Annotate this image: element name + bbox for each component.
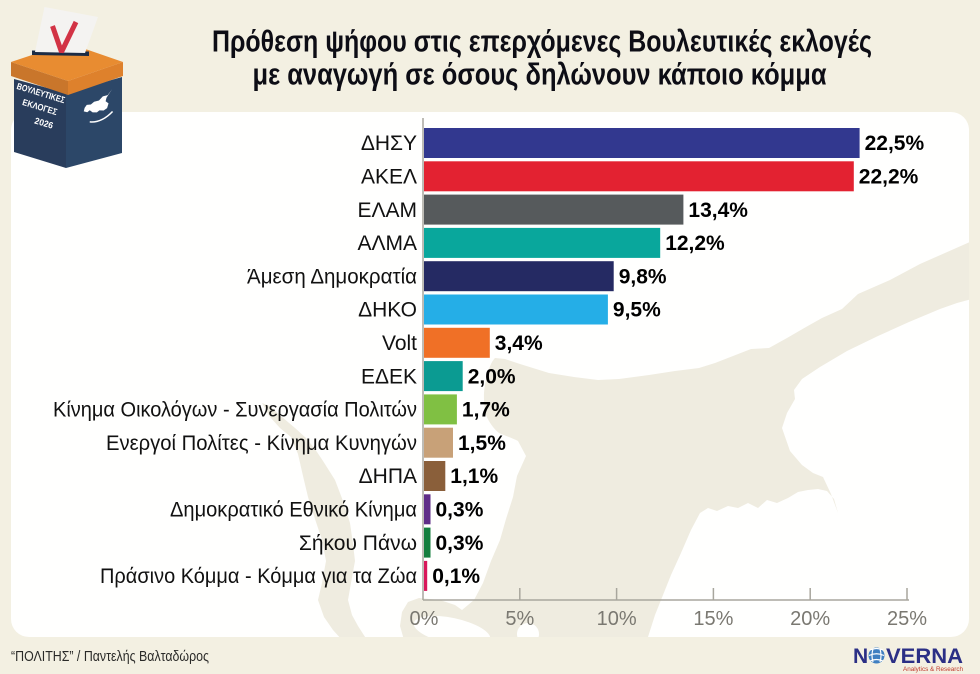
svg-text:ΕΛΑΜ: ΕΛΑΜ: [357, 199, 417, 222]
svg-text:22,2%: 22,2%: [859, 166, 919, 189]
svg-text:0,3%: 0,3%: [436, 532, 484, 555]
svg-text:10%: 10%: [597, 608, 637, 630]
svg-text:ΔΗΠΑ: ΔΗΠΑ: [359, 465, 417, 488]
svg-text:13,4%: 13,4%: [688, 199, 748, 222]
svg-text:5%: 5%: [505, 608, 534, 630]
svg-text:Analytics & Research: Analytics & Research: [903, 666, 963, 673]
svg-text:Volt: Volt: [382, 332, 417, 355]
svg-text:0,3%: 0,3%: [436, 499, 484, 522]
svg-text:“ΠΟΛΙΤΗΣ” / Παντελής Βαλταδώρο: “ΠΟΛΙΤΗΣ” / Παντελής Βαλταδώρος: [11, 648, 209, 665]
svg-text:25%: 25%: [887, 608, 927, 630]
svg-text:VERNA: VERNA: [886, 645, 963, 668]
svg-text:1,1%: 1,1%: [450, 465, 498, 488]
svg-text:3,4%: 3,4%: [495, 332, 543, 355]
svg-text:1,5%: 1,5%: [458, 432, 506, 455]
svg-text:15%: 15%: [693, 608, 733, 630]
svg-text:ΑΛΜΑ: ΑΛΜΑ: [357, 232, 417, 255]
svg-text:9,8%: 9,8%: [619, 265, 667, 288]
svg-text:2,0%: 2,0%: [468, 365, 516, 388]
svg-text:Πράσινο Κόμμα - Κόμμα για τα Ζ: Πράσινο Κόμμα - Κόμμα για τα Ζώα: [100, 565, 417, 588]
svg-text:0,1%: 0,1%: [432, 565, 480, 588]
svg-text:0%: 0%: [410, 608, 439, 630]
svg-text:12,2%: 12,2%: [665, 232, 725, 255]
svg-text:ΕΔΕΚ: ΕΔΕΚ: [361, 365, 417, 388]
svg-text:Κίνημα Οικολόγων - Συνεργασία: Κίνημα Οικολόγων - Συνεργασία Πολιτών: [53, 399, 417, 422]
svg-text:με αναγωγή σε όσους δηλώνουν κ: με αναγωγή σε όσους δηλώνουν κάποιο κόμμ…: [253, 57, 827, 92]
svg-text:9,5%: 9,5%: [613, 299, 661, 322]
svg-text:N: N: [853, 645, 869, 668]
svg-text:1,7%: 1,7%: [462, 399, 510, 422]
svg-text:ΔΗΚΟ: ΔΗΚΟ: [358, 299, 417, 322]
svg-text:ΑΚΕΛ: ΑΚΕΛ: [361, 166, 417, 189]
svg-text:20%: 20%: [790, 608, 830, 630]
svg-text:ΔΗΣΥ: ΔΗΣΥ: [361, 132, 417, 155]
svg-text:Άμεση Δημοκρατία: Άμεση Δημοκρατία: [247, 265, 417, 288]
svg-text:Δημοκρατικό Εθνικό Κίνημα: Δημοκρατικό Εθνικό Κίνημα: [170, 499, 417, 522]
svg-text:Σήκου Πάνω: Σήκου Πάνω: [299, 532, 417, 555]
svg-text:Ενεργοί Πολίτες - Κίνημα Κυνηγ: Ενεργοί Πολίτες - Κίνημα Κυνηγών: [106, 432, 417, 455]
svg-text:22,5%: 22,5%: [865, 132, 925, 155]
svg-text:Πρόθεση ψήφου στις επερχόμενες: Πρόθεση ψήφου στις επερχόμενες Βουλευτικ…: [212, 24, 872, 59]
